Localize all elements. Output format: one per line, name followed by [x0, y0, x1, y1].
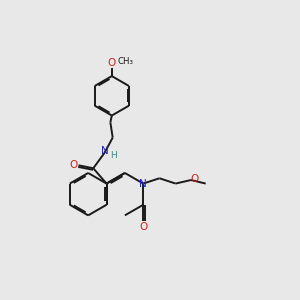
Text: N: N — [101, 146, 109, 157]
Text: O: O — [139, 222, 147, 232]
Text: O: O — [190, 174, 199, 184]
Text: CH₃: CH₃ — [118, 57, 134, 66]
Text: O: O — [108, 58, 116, 68]
Text: H: H — [110, 151, 117, 160]
Text: N: N — [140, 178, 147, 189]
Text: O: O — [69, 160, 77, 170]
